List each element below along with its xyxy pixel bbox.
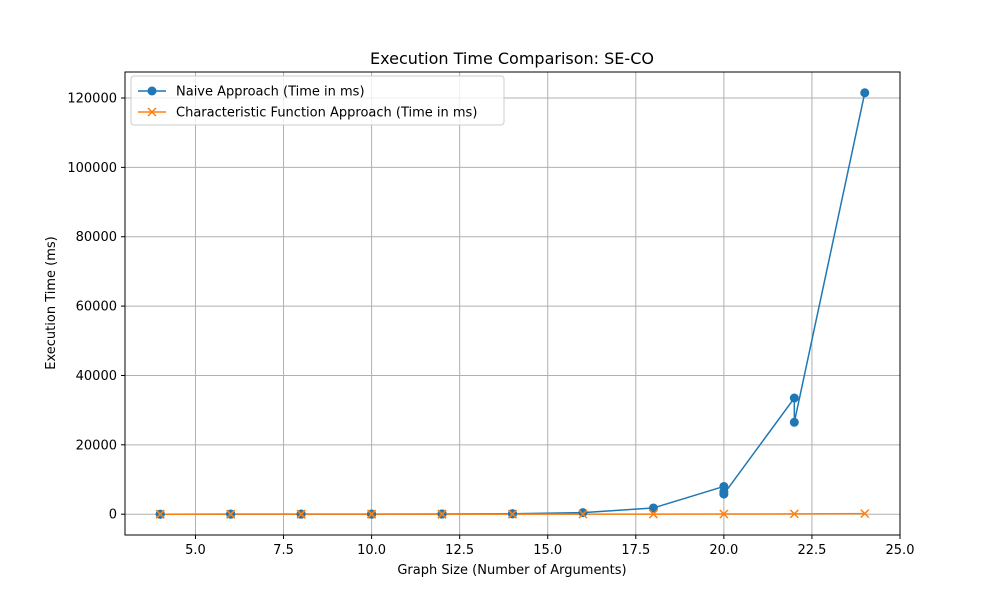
data-point-naive [789,393,799,403]
y-tick-label: 100000 [67,161,117,176]
x-tick-label: 17.5 [621,543,650,558]
data-point-naive [648,503,658,513]
series-lines [160,92,866,515]
data-point-characteristic [860,509,870,519]
legend-box [130,75,505,126]
x-tick-label: 12.5 [445,543,474,558]
y-tick-label: 80000 [76,230,117,245]
data-point-naive [578,508,588,518]
x-tick-label: 22.5 [797,543,826,558]
legend: Naive Approach (Time in ms) Characterist… [130,75,505,126]
y-tick-label: 0 [109,508,117,523]
x-tick-label: 7.5 [273,543,294,558]
data-point-characteristic [648,509,658,519]
y-axis-label: Execution Time (ms) [44,236,59,369]
x-tick-label: 10.0 [357,543,386,558]
grid [125,72,901,535]
data-point-characteristic [367,509,377,519]
data-point-characteristic [507,509,518,519]
x-axis-ticks: 5.0 7.5 10.0 12.5 15.0 17.5 20.0 22.5 25.0 [185,535,914,558]
data-point-naive [860,88,870,98]
legend-marker-naive [147,86,157,96]
data-point-naive [719,489,729,499]
data-point-characteristic [437,509,447,519]
data-point-characteristic [578,509,588,519]
y-tick-label: 40000 [76,369,117,384]
x-tick-label: 20.0 [709,543,738,558]
data-point-characteristic [789,509,799,519]
x-tick-label: 25.0 [886,543,915,558]
y-axis-ticks: 0 20000 40000 60000 80000 100000 120000 [67,92,125,523]
y-tick-label: 20000 [76,438,117,453]
series-markers [155,88,870,519]
plot-frame [124,71,901,536]
legend-label-naive: Naive Approach (Time in ms) [176,85,365,100]
y-tick-label: 120000 [67,92,117,107]
x-tick-label: 5.0 [185,543,206,558]
data-point-characteristic [296,509,306,519]
legend-label-characteristic: Characteristic Function Approach (Time i… [176,106,477,121]
data-point-characteristic [226,509,236,519]
chart-title: Execution Time Comparison: SE-CO [370,49,654,68]
legend-marker-characteristic [147,107,157,117]
data-point-characteristic [719,509,729,519]
series-line-0 [160,92,866,515]
data-point-characteristic [155,509,165,519]
x-axis-label: Graph Size (Number of Arguments) [397,563,626,578]
x-tick-label: 15.0 [533,543,562,558]
y-tick-label: 60000 [76,300,117,315]
data-point-naive [789,417,799,427]
